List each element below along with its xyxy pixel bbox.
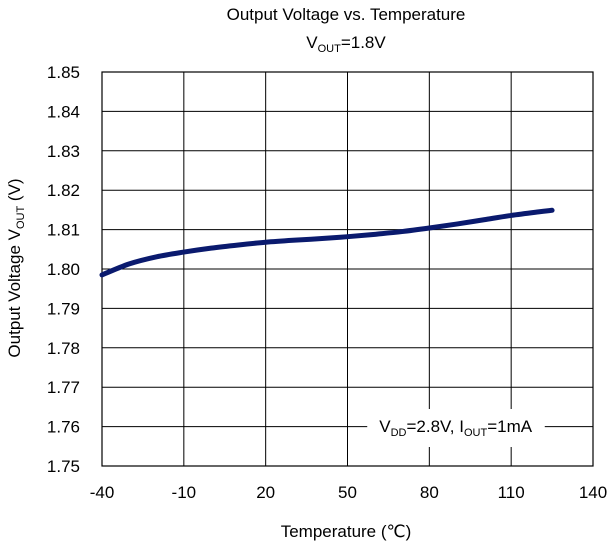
x-tick-label: 140 bbox=[579, 483, 607, 502]
y-tick-label: 1.75 bbox=[47, 457, 80, 476]
y-label-sub: OUT bbox=[15, 206, 27, 230]
y-tick-label: 1.84 bbox=[47, 102, 80, 121]
annotation-segment: =1mA bbox=[487, 417, 533, 436]
annotation-text: VDD=2.8V, IOUT=1mA bbox=[379, 417, 533, 439]
x-tick-labels: -40 -10 20 50 80 110 140 bbox=[90, 483, 607, 502]
subtitle-sub: OUT bbox=[318, 43, 342, 55]
annotation-background bbox=[367, 409, 545, 447]
y-tick-label: 1.76 bbox=[47, 418, 80, 437]
y-label-base: Output Voltage V bbox=[5, 228, 24, 357]
subtitle-base: V bbox=[306, 33, 318, 52]
y-tick-label: 1.80 bbox=[47, 260, 80, 279]
y-axis-label: Output Voltage VOUT (V) bbox=[5, 178, 27, 357]
annotation-segment: =2.8V, I bbox=[406, 417, 464, 436]
annotation-segment: V bbox=[379, 417, 391, 436]
series-line bbox=[99, 207, 555, 278]
x-tick-label: -40 bbox=[90, 483, 115, 502]
annotation-subscript: DD bbox=[391, 427, 407, 439]
y-tick-labels: 1.75 1.76 1.77 1.78 1.79 1.80 1.81 1.82 1.83 1.84… bbox=[47, 63, 80, 476]
y-tick-label: 1.78 bbox=[47, 339, 80, 358]
x-axis-label: Temperature (℃) bbox=[281, 522, 412, 541]
chart-title: Output Voltage vs. Temperature bbox=[227, 5, 466, 24]
x-tick-label: 80 bbox=[420, 483, 439, 502]
chart-subtitle: VOUT=1.8V bbox=[306, 33, 386, 55]
series-layer bbox=[99, 207, 555, 278]
y-tick-label: 1.81 bbox=[47, 221, 80, 240]
y-label-rest: (V) bbox=[5, 178, 24, 205]
subtitle-rest: =1.8V bbox=[341, 33, 387, 52]
y-tick-label: 1.82 bbox=[47, 181, 80, 200]
grid bbox=[101, 71, 594, 467]
plot-frame bbox=[101, 71, 594, 467]
y-tick-label: 1.85 bbox=[47, 63, 80, 82]
x-tick-label: 50 bbox=[338, 483, 357, 502]
y-tick-label: 1.77 bbox=[47, 378, 80, 397]
x-tick-label: -10 bbox=[172, 483, 197, 502]
x-tick-label: 20 bbox=[256, 483, 275, 502]
annotation-box: VDD=2.8V, IOUT=1mA bbox=[367, 409, 545, 447]
y-tick-label: 1.79 bbox=[47, 299, 80, 318]
y-tick-label: 1.83 bbox=[47, 142, 80, 161]
annotation-subscript: OUT bbox=[464, 427, 488, 439]
x-tick-label: 110 bbox=[498, 483, 525, 502]
